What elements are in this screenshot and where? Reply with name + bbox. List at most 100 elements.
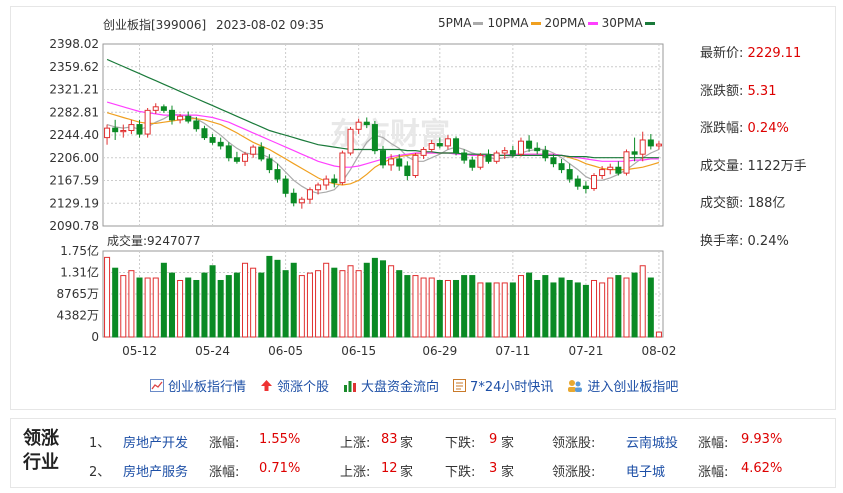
candle-body — [655, 143, 662, 147]
volume-bar — [453, 279, 460, 338]
volume-bar — [323, 262, 330, 338]
candle-body — [290, 192, 297, 204]
candle-body — [160, 106, 167, 111]
candle-body — [485, 154, 492, 162]
volume-y-tick: 8765万 — [56, 287, 99, 301]
price-y-tick: 2244.40 — [49, 128, 99, 142]
candle-body — [631, 151, 638, 155]
candle-body — [623, 151, 630, 174]
candle-body — [371, 124, 378, 152]
volume-bar — [298, 275, 305, 338]
candle-body — [347, 128, 354, 154]
volume-bar — [144, 277, 151, 338]
candle-body — [217, 141, 224, 147]
volume-bar — [258, 272, 265, 338]
volume-y-tick: 1.31亿 — [60, 265, 99, 280]
volume-y-tick: 1.75亿 — [60, 243, 99, 258]
volume-bar — [355, 270, 362, 338]
legend-30pma: 30PMA — [602, 16, 655, 30]
candle-body — [315, 184, 322, 191]
volume-bar — [128, 270, 135, 338]
link-capital-flow[interactable]: 大盘资金流向 — [343, 376, 439, 395]
volume-bar — [379, 260, 387, 338]
candle-body — [152, 106, 159, 111]
candle-body — [469, 159, 476, 168]
volume-bar — [185, 277, 192, 338]
line-chart-icon — [150, 379, 164, 392]
volume-bar — [266, 255, 273, 338]
volume-bar — [461, 275, 468, 338]
change-value: 5.31 — [747, 84, 777, 99]
candle-body — [428, 143, 435, 150]
lead-stock[interactable]: 电子城 — [626, 465, 666, 480]
leading-industry-panel: 领涨行业 — [10, 418, 836, 488]
candle-body — [266, 158, 273, 171]
volume-bar — [290, 262, 297, 338]
candle-body — [379, 150, 387, 166]
volume-bar — [201, 272, 208, 338]
candle-body — [582, 185, 589, 190]
industry-name[interactable]: 房地产服务 — [123, 465, 189, 480]
candle-body — [453, 138, 460, 154]
bar-chart-icon — [344, 381, 357, 392]
industry-name[interactable]: 房地产开发 — [123, 436, 189, 451]
candle-body — [185, 115, 192, 122]
volume-bar — [331, 267, 338, 338]
candle-body — [639, 139, 646, 155]
candle-body — [574, 178, 581, 187]
users-icon — [568, 380, 583, 392]
volume-bar — [566, 279, 573, 338]
x-tick-label: 06-15 — [341, 344, 376, 358]
link-forum[interactable]: 进入创业板指吧 — [567, 376, 678, 395]
volume-bar — [250, 267, 257, 338]
x-tick-label: 08-02 — [642, 344, 677, 358]
amount-value: 188亿 — [747, 196, 786, 211]
volume-bar — [160, 262, 167, 338]
volume-bar — [388, 265, 395, 338]
candle-body — [477, 154, 484, 168]
turnover-value: 0.24% — [747, 234, 789, 249]
volume-bar — [436, 279, 443, 338]
price-y-tick: 2129.19 — [49, 196, 99, 210]
volume-bar — [599, 282, 606, 338]
candle-body — [444, 138, 451, 147]
latest-price: 2229.11 — [747, 46, 802, 61]
x-tick-label: 07-21 — [568, 344, 603, 358]
chart-timestamp: 2023-08-02 09:35 — [216, 18, 325, 32]
candle-body — [388, 158, 395, 166]
x-tick-label: 06-05 — [268, 344, 303, 358]
volume-bar — [242, 262, 249, 338]
candle-body — [168, 109, 176, 121]
candle-body — [412, 154, 419, 177]
link-index-quote[interactable]: 创业板指行情 — [150, 376, 246, 395]
amount-row: 成交额: 188亿 — [700, 196, 786, 211]
candle-body — [323, 178, 330, 186]
lead-stock[interactable]: 云南城投 — [626, 436, 679, 451]
link-live-news[interactable]: 7*24小时快讯 — [453, 376, 553, 395]
up-arrow-icon — [261, 380, 273, 391]
change-row: 涨跌额: 5.31 — [700, 84, 777, 99]
volume-bar — [233, 272, 240, 338]
candle-body — [363, 121, 370, 126]
pct-row: 涨跌幅: 0.24% — [700, 121, 789, 136]
candle-body — [509, 150, 516, 155]
ma5-line — [106, 113, 660, 194]
candle-body — [550, 157, 557, 165]
volume-bar — [574, 282, 581, 338]
volume-bar — [420, 277, 427, 338]
volume-bar — [590, 279, 598, 338]
x-tick-label: 05-24 — [195, 344, 230, 358]
volume-bar — [136, 277, 143, 338]
candle-body — [209, 137, 216, 143]
volume-bar — [209, 265, 216, 338]
news-icon — [453, 379, 467, 392]
volume-bar — [485, 282, 492, 338]
volume-bar — [120, 275, 127, 338]
volume-bar — [363, 262, 370, 338]
link-top-stocks[interactable]: 领涨个股 — [260, 376, 329, 395]
volume-bar — [339, 270, 346, 338]
candle-body — [558, 163, 565, 171]
volume-bar — [582, 284, 589, 338]
industry-title: 领涨行业 — [23, 428, 59, 473]
candle-body — [615, 166, 622, 174]
